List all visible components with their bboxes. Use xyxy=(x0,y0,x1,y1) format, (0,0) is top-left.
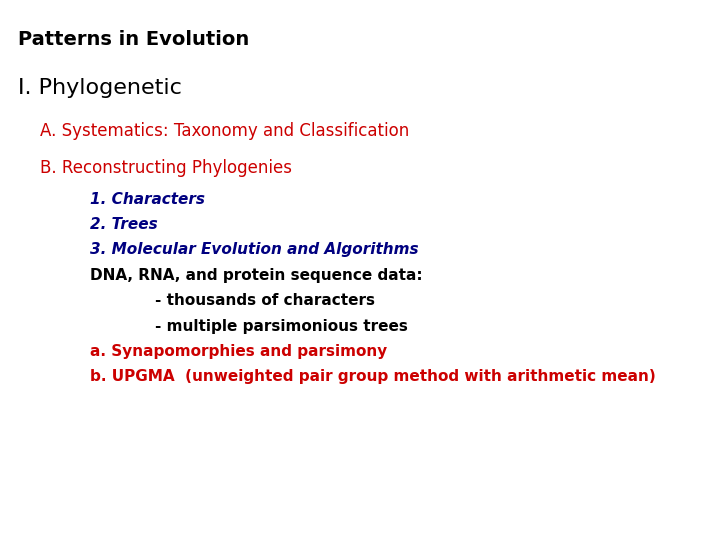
Text: - multiple parsimonious trees: - multiple parsimonious trees xyxy=(155,319,408,334)
Text: b. UPGMA  (unweighted pair group method with arithmetic mean): b. UPGMA (unweighted pair group method w… xyxy=(90,369,656,384)
Text: 2. Trees: 2. Trees xyxy=(90,217,158,232)
Text: a. Synapomorphies and parsimony: a. Synapomorphies and parsimony xyxy=(90,344,387,359)
Text: 1. Characters: 1. Characters xyxy=(90,192,205,207)
Text: I. Phylogenetic: I. Phylogenetic xyxy=(18,78,182,98)
Text: 3. Molecular Evolution and Algorithms: 3. Molecular Evolution and Algorithms xyxy=(90,242,418,258)
Text: A. Systematics: Taxonomy and Classification: A. Systematics: Taxonomy and Classificat… xyxy=(40,122,409,139)
Text: B. Reconstructing Phylogenies: B. Reconstructing Phylogenies xyxy=(40,159,292,177)
Text: DNA, RNA, and protein sequence data:: DNA, RNA, and protein sequence data: xyxy=(90,268,423,283)
Text: - thousands of characters: - thousands of characters xyxy=(155,293,375,308)
Text: Patterns in Evolution: Patterns in Evolution xyxy=(18,30,249,49)
